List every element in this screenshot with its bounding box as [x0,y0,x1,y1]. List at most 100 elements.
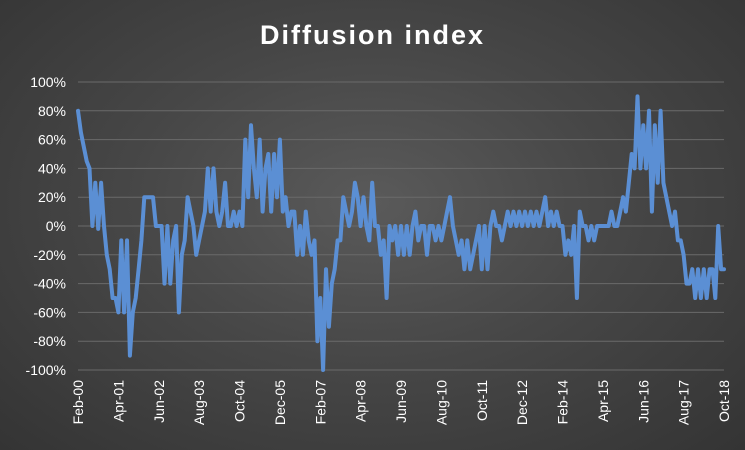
x-tick-label: Jun-16 [635,380,651,423]
data-point [671,225,674,227]
data-point [440,239,443,242]
data-point [85,160,88,163]
y-tick-label: -20% [33,247,66,263]
data-point [180,253,183,256]
y-tick-label: 80% [38,103,66,119]
data-point [529,210,532,213]
x-tick-label: Feb-00 [70,380,86,425]
data-point [408,253,411,256]
data-point [327,325,330,328]
data-point [163,282,166,285]
data-point [117,311,120,314]
data-point [186,196,189,199]
data-point [443,225,446,227]
data-point [630,153,633,155]
data-point [518,210,521,213]
data-point [489,225,492,227]
data-point [123,311,126,314]
data-point [131,311,134,314]
data-point [492,210,495,213]
x-tick-label: Apr-15 [595,380,611,422]
data-point [598,225,601,227]
data-point [128,354,131,357]
data-point [454,239,457,242]
data-point [120,239,123,242]
data-point [201,225,204,227]
data-point [172,239,175,242]
data-point [273,153,276,155]
data-point [79,131,82,134]
data-point [521,225,524,227]
data-point [278,138,281,141]
data-point [682,253,685,256]
data-point [82,145,85,148]
data-point [388,225,391,227]
x-tick-label: Jun-02 [151,380,167,423]
data-point [619,210,622,213]
data-point [322,369,325,371]
data-point [342,196,345,199]
data-point [261,210,264,213]
data-point [469,268,472,271]
data-point [198,239,201,242]
data-point [247,196,250,199]
data-point [411,225,414,227]
x-tick-label: Feb-14 [555,380,571,425]
data-point [149,196,152,199]
x-tick-label: Aug-17 [676,380,692,425]
data-point [558,225,561,227]
chart-title: Diffusion index [260,20,485,50]
data-point [290,210,293,213]
data-point [252,167,255,170]
data-point [613,225,616,227]
data-point [175,225,178,227]
x-tick-label: Oct-04 [232,380,248,422]
data-point [379,253,382,256]
data-point [535,210,538,213]
data-point [301,253,304,256]
data-point [382,239,385,242]
data-point [584,225,587,227]
data-point [659,109,662,112]
data-point [503,225,506,227]
data-point [673,210,676,213]
data-point [561,225,564,227]
data-point [221,210,224,213]
data-point [541,210,544,213]
data-point [114,297,117,299]
data-point [189,210,192,213]
y-tick-label: -60% [33,304,66,320]
data-point [397,253,400,256]
data-point [143,196,146,199]
data-point [111,297,114,299]
data-point [437,225,440,227]
data-point [258,138,261,141]
data-point [137,268,140,271]
data-point [624,210,627,213]
data-point [250,124,253,127]
data-point [477,225,480,227]
data-point [446,210,449,213]
data-point [434,239,437,242]
data-point [702,268,705,271]
y-axis-ticks: 100% 80% 60% 40% 20% 0% -20% -40% -60% -80% -100% [26,74,66,378]
data-point [495,225,498,227]
data-point [160,225,163,227]
data-point [642,124,645,127]
data-point [581,225,584,227]
data-point [662,181,665,184]
gridlines [78,81,724,371]
data-point [316,340,319,343]
data-point [636,95,639,98]
data-point [431,225,434,227]
x-axis-ticks: Feb-00 Apr-01 Jun-02 Aug-03 Oct-04 Dec-05 Feb-… [70,380,732,425]
data-point [241,225,244,227]
data-point [509,225,512,227]
data-point [209,210,212,213]
data-point [264,167,267,170]
data-point [616,225,619,227]
x-tick-label: Apr-08 [353,380,369,422]
data-point [140,239,143,242]
